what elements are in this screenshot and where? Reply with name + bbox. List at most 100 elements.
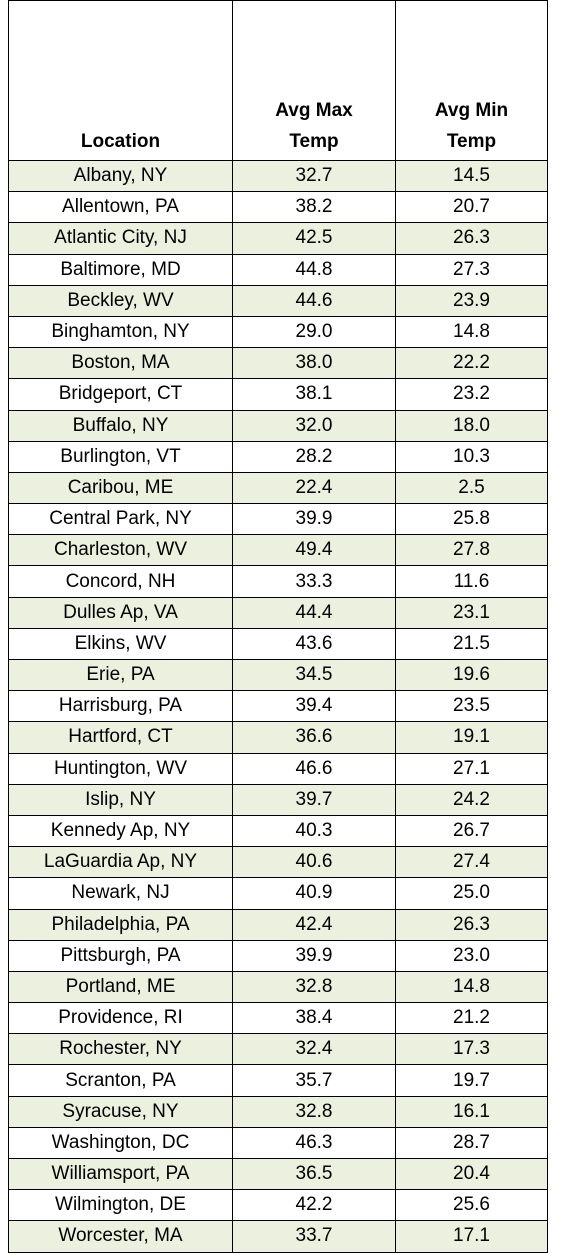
location-cell: Beckley, WV bbox=[8, 284, 233, 317]
value-cell: 32.4 bbox=[232, 1033, 396, 1066]
location-cell: Washington, DC bbox=[8, 1126, 233, 1160]
table-wrap: Location Avg Max Temp Avg Min Temp Alban… bbox=[8, 0, 548, 1253]
value-cell: 19.1 bbox=[395, 721, 548, 754]
location-cell: Hartford, CT bbox=[8, 721, 233, 754]
value-cell: 40.9 bbox=[232, 877, 396, 910]
location-cell: Harrisburg, PA bbox=[8, 690, 233, 723]
table-row: Pittsburgh, PA 39.9 23.0 bbox=[8, 939, 548, 972]
location-cell: Newark, NJ bbox=[8, 877, 233, 910]
table-row: Williamsport, PA 36.5 20.4 bbox=[8, 1157, 548, 1191]
value-cell: 14.8 bbox=[395, 970, 548, 1004]
temperature-table: Location Avg Max Temp Avg Min Temp Alban… bbox=[8, 0, 548, 1253]
value-cell: 23.1 bbox=[395, 596, 548, 629]
table-row: LaGuardia Ap, NY 40.6 27.4 bbox=[8, 846, 548, 879]
header-row: Location Avg Max Temp Avg Min Temp bbox=[8, 0, 548, 161]
value-cell: 38.4 bbox=[232, 1002, 396, 1035]
value-cell: 16.1 bbox=[395, 1095, 548, 1128]
value-cell: 44.4 bbox=[232, 596, 396, 629]
location-cell: LaGuardia Ap, NY bbox=[8, 846, 233, 879]
location-cell: Providence, RI bbox=[8, 1002, 233, 1035]
value-cell: 39.9 bbox=[232, 503, 396, 536]
table-row: Portland, ME 32.8 14.8 bbox=[8, 970, 548, 1004]
value-cell: 44.6 bbox=[232, 284, 396, 317]
table-row: Binghamton, NY 29.0 14.8 bbox=[8, 315, 548, 349]
value-cell: 2.5 bbox=[395, 471, 548, 505]
table-row: Bridgeport, CT 38.1 23.2 bbox=[8, 378, 548, 411]
value-cell: 26.3 bbox=[395, 222, 548, 255]
table-row: Newark, NJ 40.9 25.0 bbox=[8, 877, 548, 910]
table-row: Washington, DC 46.3 28.7 bbox=[8, 1126, 548, 1160]
value-cell: 28.7 bbox=[395, 1126, 548, 1160]
value-cell: 33.3 bbox=[232, 565, 396, 598]
value-cell: 35.7 bbox=[232, 1064, 396, 1097]
location-cell: Buffalo, NY bbox=[8, 409, 233, 442]
location-cell: Albany, NY bbox=[8, 159, 233, 193]
table-row: Elkins, WV 43.6 21.5 bbox=[8, 627, 548, 661]
location-cell: Boston, MA bbox=[8, 347, 233, 380]
location-cell: Burlington, VT bbox=[8, 440, 233, 473]
header-text: Location bbox=[80, 131, 161, 152]
value-cell: 43.6 bbox=[232, 627, 396, 661]
location-cell: Islip, NY bbox=[8, 783, 233, 816]
location-cell: Syracuse, NY bbox=[8, 1095, 233, 1128]
table-row: Central Park, NY 39.9 25.8 bbox=[8, 503, 548, 536]
value-cell: 18.0 bbox=[395, 409, 548, 442]
value-cell: 44.8 bbox=[232, 253, 396, 286]
value-cell: 17.3 bbox=[395, 1033, 548, 1066]
location-cell: Central Park, NY bbox=[8, 503, 233, 536]
value-cell: 23.5 bbox=[395, 690, 548, 723]
table-row: Worcester, MA 33.7 17.1 bbox=[8, 1220, 548, 1253]
value-cell: 42.4 bbox=[232, 908, 396, 941]
value-cell: 49.4 bbox=[232, 534, 396, 567]
location-cell: Charleston, WV bbox=[8, 534, 233, 567]
table-row: Charleston, WV 49.4 27.8 bbox=[8, 534, 548, 567]
location-cell: Wilmington, DE bbox=[8, 1189, 233, 1222]
value-cell: 27.4 bbox=[395, 846, 548, 879]
value-cell: 20.7 bbox=[395, 191, 548, 224]
value-cell: 27.8 bbox=[395, 534, 548, 567]
value-cell: 38.1 bbox=[232, 378, 396, 411]
location-cell: Huntington, WV bbox=[8, 752, 233, 785]
table-row: Syracuse, NY 32.8 16.1 bbox=[8, 1095, 548, 1128]
value-cell: 40.3 bbox=[232, 814, 396, 848]
location-cell: Caribou, ME bbox=[8, 471, 233, 505]
value-cell: 40.6 bbox=[232, 846, 396, 879]
header-cell: Avg Min Temp bbox=[395, 0, 548, 161]
value-cell: 28.2 bbox=[232, 440, 396, 473]
value-cell: 25.6 bbox=[395, 1189, 548, 1222]
table-row: Beckley, WV 44.6 23.9 bbox=[8, 284, 548, 317]
table-row: Burlington, VT 28.2 10.3 bbox=[8, 440, 548, 473]
value-cell: 39.9 bbox=[232, 939, 396, 972]
value-cell: 32.8 bbox=[232, 1095, 396, 1128]
header-cell: Location bbox=[8, 0, 233, 161]
location-cell: Elkins, WV bbox=[8, 627, 233, 661]
location-cell: Erie, PA bbox=[8, 658, 233, 692]
value-cell: 23.0 bbox=[395, 939, 548, 972]
table-row: Rochester, NY 32.4 17.3 bbox=[8, 1033, 548, 1066]
value-cell: 42.5 bbox=[232, 222, 396, 255]
location-cell: Kennedy Ap, NY bbox=[8, 814, 233, 848]
header-text: Avg Min Temp bbox=[434, 100, 509, 152]
value-cell: 33.7 bbox=[232, 1220, 396, 1253]
value-cell: 11.6 bbox=[395, 565, 548, 598]
value-cell: 17.1 bbox=[395, 1220, 548, 1253]
value-cell: 26.3 bbox=[395, 908, 548, 941]
table-row: Erie, PA 34.5 19.6 bbox=[8, 658, 548, 692]
value-cell: 19.6 bbox=[395, 658, 548, 692]
table-row: Huntington, WV 46.6 27.1 bbox=[8, 752, 548, 785]
value-cell: 21.2 bbox=[395, 1002, 548, 1035]
value-cell: 29.0 bbox=[232, 315, 396, 349]
location-cell: Williamsport, PA bbox=[8, 1157, 233, 1191]
location-cell: Philadelphia, PA bbox=[8, 908, 233, 941]
value-cell: 22.4 bbox=[232, 471, 396, 505]
table-row: Albany, NY 32.7 14.5 bbox=[8, 159, 548, 193]
value-cell: 21.5 bbox=[395, 627, 548, 661]
value-cell: 25.0 bbox=[395, 877, 548, 910]
value-cell: 26.7 bbox=[395, 814, 548, 848]
location-cell: Portland, ME bbox=[8, 970, 233, 1004]
location-cell: Pittsburgh, PA bbox=[8, 939, 233, 972]
table-row: Providence, RI 38.4 21.2 bbox=[8, 1002, 548, 1035]
location-cell: Bridgeport, CT bbox=[8, 378, 233, 411]
table-row: Dulles Ap, VA 44.4 23.1 bbox=[8, 596, 548, 629]
value-cell: 32.8 bbox=[232, 970, 396, 1004]
